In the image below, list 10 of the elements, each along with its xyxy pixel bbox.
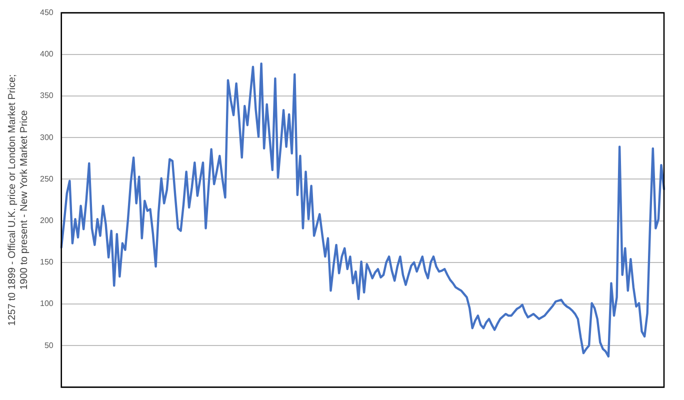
y-tick-label: 100 (40, 299, 54, 308)
y-tick-label: 250 (40, 174, 54, 184)
y-tick-label: 300 (40, 132, 54, 142)
y-tick-label: 200 (40, 216, 54, 226)
y-tick-label: 400 (40, 50, 54, 59)
y-tick-label: 350 (40, 91, 54, 100)
y-tick-label: 450 (40, 8, 54, 18)
y-axis-title: 1257 t0 1899 - Offical U.K. price or London Market Price; 1900 to present - New York Market Price (6, 74, 30, 326)
y-tick-label: 50 (44, 340, 54, 350)
y-tick-label: 150 (40, 258, 54, 267)
